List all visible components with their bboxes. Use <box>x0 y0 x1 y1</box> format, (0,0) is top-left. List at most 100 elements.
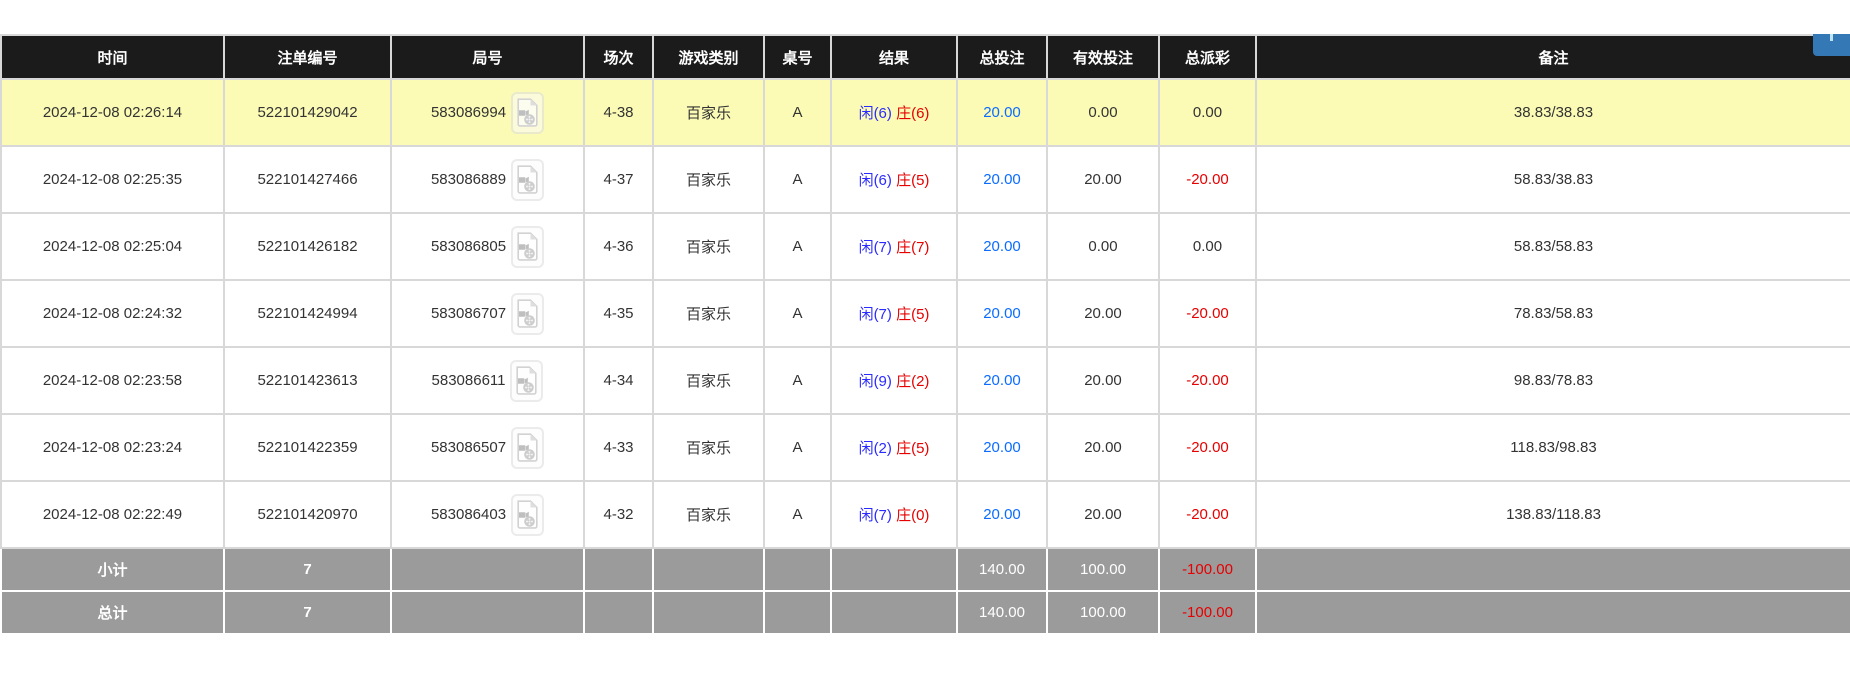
video-replay-icon <box>517 232 538 261</box>
result-banker: 庄(5) <box>896 172 930 189</box>
cell-remark: 118.83/98.83 <box>1255 413 1850 482</box>
cell-time: 2024-12-08 02:22:49 <box>0 480 225 549</box>
col-header-remark: 备注 <box>1255 34 1850 80</box>
round-id-value: 583086805 <box>430 238 507 255</box>
col-header-bet_id: 注单编号 <box>223 34 392 80</box>
cell-session: 4-36 <box>583 212 654 281</box>
cell-total-bet: 20.00 <box>956 145 1048 214</box>
cell-session: 4-35 <box>583 279 654 348</box>
summary-count: 7 <box>223 590 392 635</box>
cell-session: 4-38 <box>583 78 654 147</box>
cell-game-type: 百家乐 <box>652 145 765 214</box>
round-id-value: 583086994 <box>430 104 507 121</box>
video-replay-icon <box>517 299 538 328</box>
cell-valid-bet: 20.00 <box>1046 145 1160 214</box>
video-replay-button[interactable] <box>511 493 545 536</box>
cell-remark: 58.83/38.83 <box>1255 145 1850 214</box>
cell-table-no: A <box>763 413 832 482</box>
cell-session: 4-37 <box>583 145 654 214</box>
video-replay-icon <box>517 500 538 529</box>
video-replay-button[interactable] <box>511 426 545 469</box>
result-player: 闲(6) <box>858 172 892 189</box>
cell-table-no: A <box>763 346 832 415</box>
cell-table-no: A <box>763 78 832 147</box>
header-row: 时间 注单编号 局号 场次 游戏类别 桌号 结果 总投注 有效投注 总派彩 备注 <box>0 34 1850 80</box>
bet-row: 2024-12-08 02:23:58 522101423613 583086611… <box>0 346 1850 415</box>
total-bet-link[interactable]: 20.00 <box>983 104 1021 121</box>
video-replay-button[interactable] <box>511 292 545 335</box>
cell-round-id: 583086707 <box>390 279 585 348</box>
video-replay-button[interactable] <box>511 91 545 134</box>
cell-session: 4-34 <box>583 346 654 415</box>
cell-time: 2024-12-08 02:24:32 <box>0 279 225 348</box>
cell-game-type: 百家乐 <box>652 279 765 348</box>
cell-time: 2024-12-08 02:26:14 <box>0 78 225 147</box>
cell-total-bet: 20.00 <box>956 212 1048 281</box>
total-bet-link[interactable]: 20.00 <box>983 439 1021 456</box>
total-row: 总计 7 140.00 100.00 -100.00 <box>0 590 1850 635</box>
cell-table-no: A <box>763 480 832 549</box>
cell-game-type: 百家乐 <box>652 413 765 482</box>
video-replay-button[interactable] <box>510 359 544 402</box>
video-replay-button[interactable] <box>511 158 545 201</box>
cell-time: 2024-12-08 02:23:58 <box>0 346 225 415</box>
summary-payout: -100.00 <box>1158 590 1257 635</box>
bet-row: 2024-12-08 02:24:32 522101424994 583086707… <box>0 279 1850 348</box>
video-replay-button[interactable] <box>511 225 545 268</box>
col-header-time: 时间 <box>0 34 225 80</box>
total-bet-link[interactable]: 20.00 <box>983 171 1021 188</box>
result-player: 闲(2) <box>858 440 892 457</box>
cell-game-type: 百家乐 <box>652 78 765 147</box>
cell-table-no: A <box>763 212 832 281</box>
summary-payout: -100.00 <box>1158 547 1257 592</box>
col-header-table_no: 桌号 <box>763 34 832 80</box>
cell-remark: 58.83/58.83 <box>1255 212 1850 281</box>
cell-payout: -20.00 <box>1158 480 1257 549</box>
round-id-value: 583086611 <box>431 372 506 389</box>
round-id-value: 583086507 <box>430 439 507 456</box>
result-banker: 庄(0) <box>896 507 930 524</box>
table-summary: 小计 7 140.00 100.00 -100.00 总计 7 140.00 100.00 -10… <box>0 547 1850 635</box>
cell-game-type: 百家乐 <box>652 480 765 549</box>
result-player: 闲(7) <box>858 507 892 524</box>
total-bet-link[interactable]: 20.00 <box>983 238 1021 255</box>
cell-remark: 78.83/58.83 <box>1255 279 1850 348</box>
cell-bet-id: 522101427466 <box>223 145 392 214</box>
cell-payout: -20.00 <box>1158 145 1257 214</box>
total-bet-link[interactable]: 20.00 <box>983 372 1021 389</box>
round-id-value: 583086403 <box>430 506 507 523</box>
total-bet-link[interactable]: 20.00 <box>983 305 1021 322</box>
video-replay-icon <box>516 366 538 395</box>
cell-round-id: 583086889 <box>390 145 585 214</box>
cell-valid-bet: 0.00 <box>1046 78 1160 147</box>
cell-table-no: A <box>763 145 832 214</box>
cell-round-id: 583086403 <box>390 480 585 549</box>
bet-row: 2024-12-08 02:23:24 522101422359 583086507… <box>0 413 1850 482</box>
col-header-total_bet: 总投注 <box>956 34 1048 80</box>
cell-payout: 0.00 <box>1158 212 1257 281</box>
result-player: 闲(9) <box>858 373 892 390</box>
cell-round-id: 583086611 <box>390 346 585 415</box>
cell-bet-id: 522101422359 <box>223 413 392 482</box>
result-banker: 庄(5) <box>896 440 930 457</box>
result-player: 闲(6) <box>858 105 892 122</box>
cell-total-bet: 20.00 <box>956 480 1048 549</box>
cell-total-bet: 20.00 <box>956 346 1048 415</box>
cell-payout: -20.00 <box>1158 346 1257 415</box>
fab-partial-glyph <box>1830 34 1833 41</box>
cell-total-bet: 20.00 <box>956 78 1048 147</box>
cell-round-id: 583086805 <box>390 212 585 281</box>
cell-remark: 38.83/38.83 <box>1255 78 1850 147</box>
cell-round-id: 583086507 <box>390 413 585 482</box>
cell-session: 4-33 <box>583 413 654 482</box>
cell-result: 闲(7) 庄(5) <box>830 279 958 348</box>
cell-result: 闲(6) 庄(5) <box>830 145 958 214</box>
video-replay-icon <box>517 165 538 194</box>
cell-bet-id: 522101426182 <box>223 212 392 281</box>
cell-remark: 138.83/118.83 <box>1255 480 1850 549</box>
table-body: 2024-12-08 02:26:14 522101429042 583086994… <box>0 78 1850 549</box>
result-banker: 庄(2) <box>896 373 930 390</box>
cell-payout: -20.00 <box>1158 279 1257 348</box>
total-bet-link[interactable]: 20.00 <box>983 506 1021 523</box>
floating-action-button[interactable] <box>1813 34 1850 56</box>
